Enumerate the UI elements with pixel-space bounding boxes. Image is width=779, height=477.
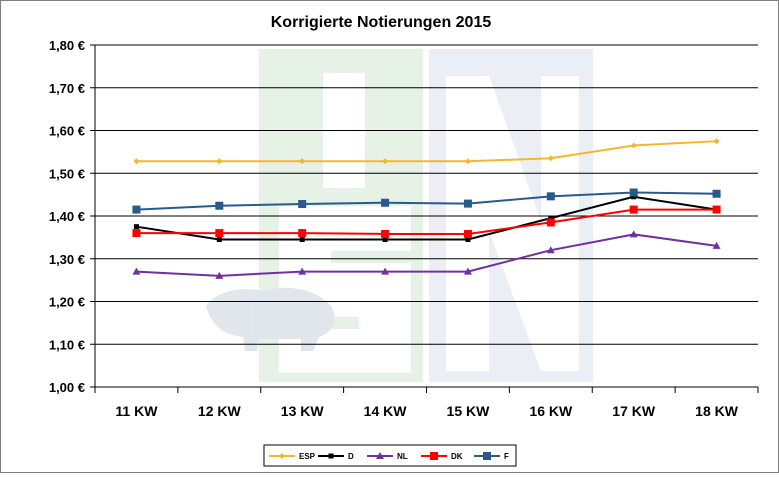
data-point [132, 205, 141, 214]
y-tick-label: 1,00 € [49, 380, 85, 395]
data-point [631, 194, 637, 200]
data-point [216, 237, 222, 243]
chart-title: Korrigierte Notierungen 2015 [271, 14, 492, 31]
x-tick-label: 11 KW [115, 403, 158, 419]
series-line [136, 233, 717, 277]
data-point [299, 158, 306, 165]
series-line [136, 140, 717, 163]
legend-marker [376, 452, 384, 459]
series-esp [133, 138, 720, 165]
data-point [133, 158, 140, 165]
y-tick-label: 1,70 € [49, 81, 85, 96]
legend-item-esp: ESP [269, 452, 316, 461]
x-tick-label: 16 KW [529, 403, 573, 419]
data-point [546, 246, 555, 254]
data-point [132, 267, 141, 275]
data-point [216, 158, 223, 165]
data-point [299, 237, 305, 243]
data-point [463, 229, 472, 238]
series-nl [132, 230, 721, 279]
data-point [546, 218, 555, 227]
legend-marker [483, 452, 491, 460]
data-point [465, 237, 471, 243]
data-point [215, 229, 224, 238]
x-tick-label: 17 KW [612, 403, 656, 419]
data-point [630, 142, 637, 149]
y-tick-label: 1,50 € [49, 166, 85, 181]
legend-marker [279, 453, 285, 459]
data-point [381, 267, 390, 275]
legend-item-nl: NL [367, 452, 408, 461]
data-point [298, 200, 307, 209]
legend-item-dk: DK [421, 452, 463, 461]
y-axis: 1,00 € 1,10 € 1,20 € 1,30 € 1,40 € 1,50 € 1,60… [49, 38, 96, 395]
plot-area [132, 138, 721, 279]
data-point [381, 198, 390, 207]
x-axis: 11 KW 12 KW 13 KW 14 KW 15 KW 16 KW 17 KW 18 KW [94, 387, 759, 419]
data-point [713, 138, 720, 145]
legend-label: F [504, 452, 509, 461]
data-point [629, 188, 638, 197]
legend-label: DK [451, 452, 463, 461]
data-point [464, 158, 471, 165]
y-tick-label: 1,80 € [49, 38, 85, 53]
x-tick-label: 18 KW [695, 403, 739, 419]
data-point [133, 224, 139, 230]
data-point [298, 229, 307, 238]
data-point [215, 201, 224, 210]
legend-label: D [348, 452, 354, 461]
data-point [298, 267, 307, 275]
legend-item-d: D [318, 452, 354, 461]
data-point [629, 205, 638, 214]
chart-gridlines [95, 44, 758, 388]
legend-label: NL [397, 452, 408, 461]
series-f [132, 188, 721, 214]
data-point [712, 241, 721, 249]
x-tick-label: 14 KW [364, 403, 408, 419]
data-point [382, 158, 389, 165]
watermark-letter-n [446, 76, 579, 371]
series-line [136, 191, 717, 211]
data-point [546, 192, 555, 201]
chart-legend: ESP D NL DK F [263, 444, 517, 467]
data-point [382, 237, 388, 243]
series-line [136, 195, 717, 241]
data-point [463, 199, 472, 208]
data-point [712, 205, 721, 214]
data-point [712, 189, 721, 198]
x-tick-label: 13 KW [281, 403, 325, 419]
data-point [132, 229, 141, 238]
y-tick-label: 1,40 € [49, 209, 85, 224]
data-point [215, 271, 224, 279]
data-point [463, 267, 472, 275]
series-dk [132, 205, 721, 238]
y-tick-label: 1,10 € [49, 337, 85, 352]
x-tick-label: 12 KW [198, 403, 242, 419]
series-line [136, 208, 717, 235]
data-point [381, 229, 390, 238]
y-tick-label: 1,20 € [49, 295, 85, 310]
x-tick-label: 15 KW [447, 403, 491, 419]
data-point [629, 230, 638, 238]
data-point [547, 155, 554, 162]
y-tick-label: 1,60 € [49, 124, 85, 139]
legend-label: ESP [299, 452, 316, 461]
data-point [548, 215, 554, 221]
y-tick-label: 1,30 € [49, 252, 85, 267]
watermark-pig-silhouette [206, 287, 335, 351]
legend-marker [328, 453, 334, 459]
legend-item-f: F [474, 452, 509, 461]
legend-marker [430, 452, 438, 460]
